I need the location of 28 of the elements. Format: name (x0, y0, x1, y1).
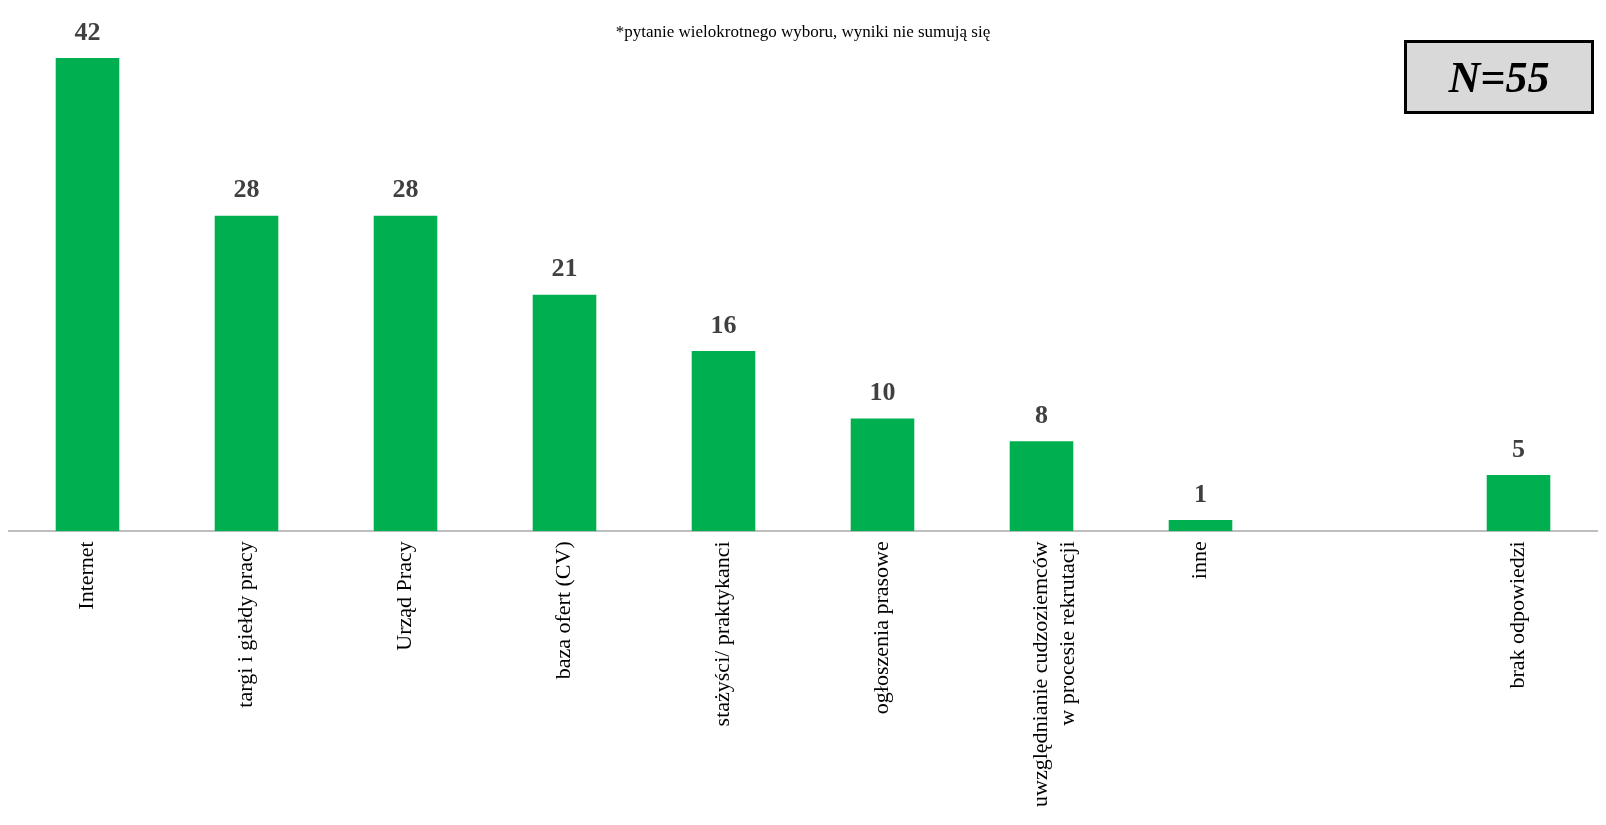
bar (55, 58, 120, 532)
data-label: 1 (1194, 478, 1207, 508)
bar (691, 350, 756, 532)
data-label: 28 (392, 174, 419, 204)
text: *pytanie wielokrotnego wyboru, wyniki nie sumują się (615, 22, 991, 41)
data-label: 42 (74, 16, 101, 46)
x-tick-label: Urząd Pracy (391, 541, 417, 651)
x-tick-label: brak odpowiedzi (1504, 541, 1530, 689)
data-label: 8 (1035, 399, 1048, 429)
data-label: 10 (869, 377, 896, 407)
bar (850, 418, 915, 532)
x-tick-label: baza ofert (CV) (550, 541, 576, 680)
data-label: 16 (710, 309, 737, 339)
x-tick-label: inne (1186, 541, 1212, 580)
data-label: 28 (233, 174, 260, 204)
x-tick-label: ogłoszenia prasowe (868, 541, 894, 715)
annotation: N=55 (1404, 40, 1594, 114)
bar (373, 215, 438, 532)
bar (1009, 441, 1074, 532)
data-label: 5 (1512, 433, 1525, 463)
bar (1486, 474, 1551, 532)
x-tick-label: stażyści/ praktykanci (709, 541, 735, 727)
bar (214, 215, 279, 532)
x-tick-label: targi i giełdy pracy (232, 541, 258, 708)
bar (1168, 520, 1233, 532)
data-label: 21 (551, 253, 578, 283)
bar (532, 294, 597, 532)
x-tick-label: Internet (73, 541, 99, 610)
